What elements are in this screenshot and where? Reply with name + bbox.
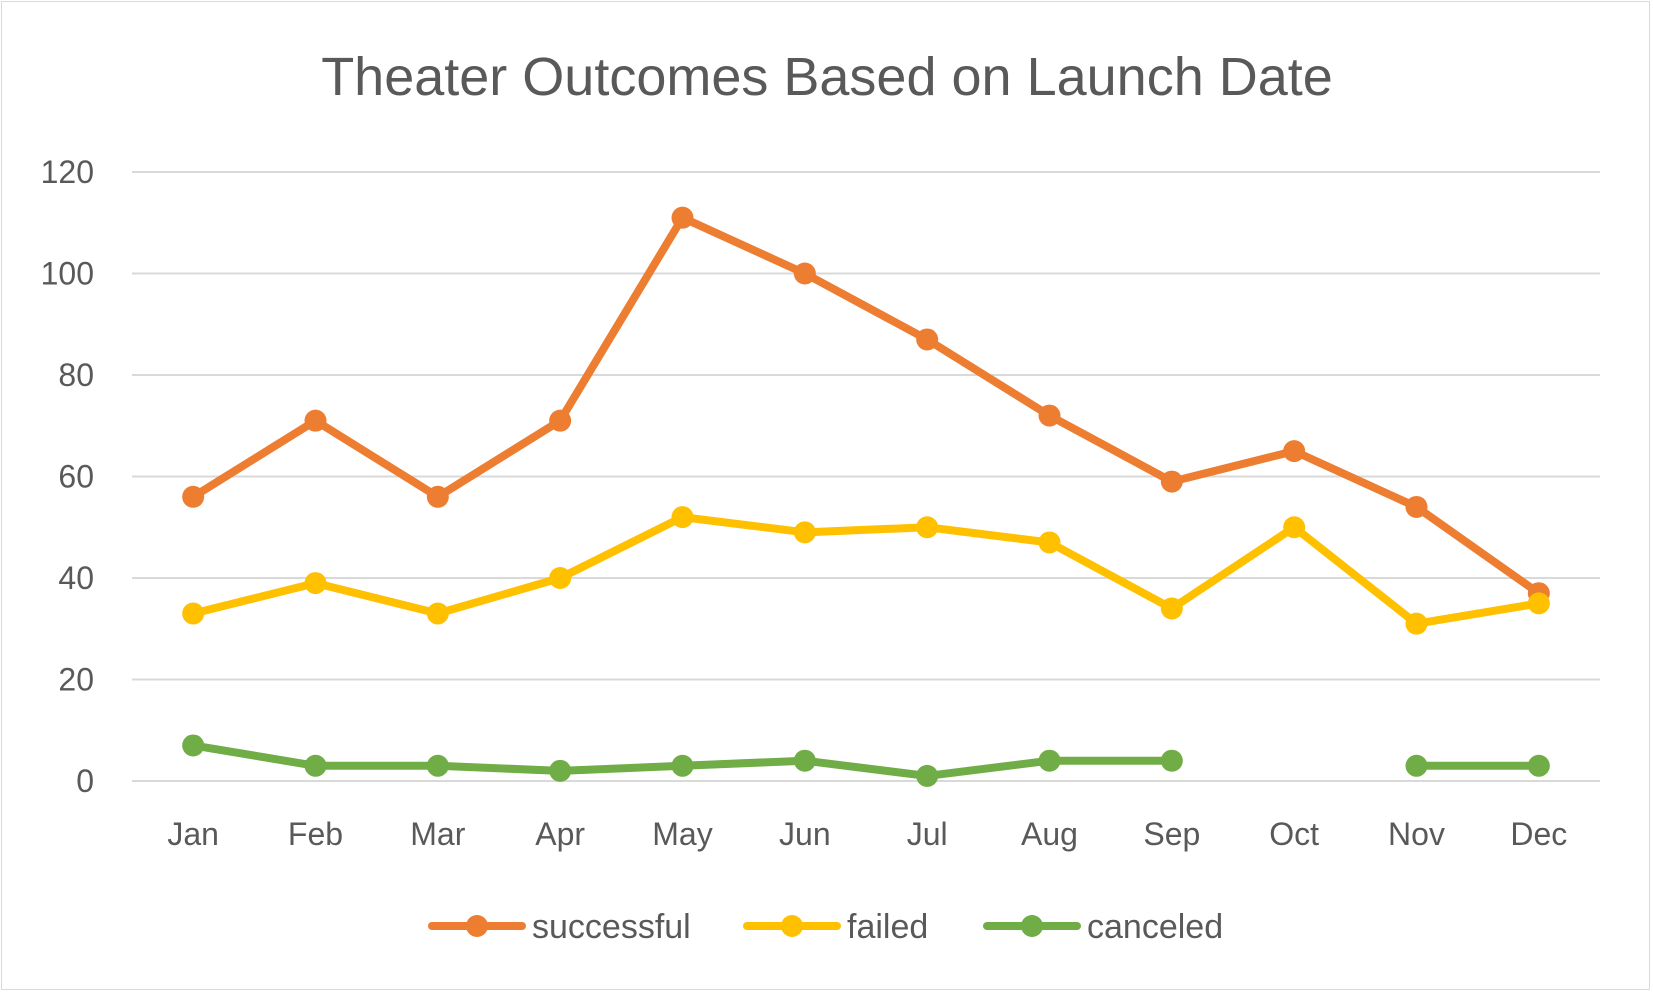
y-tick-label: 100 [41,256,94,292]
x-tick-label: Nov [1388,816,1445,852]
x-tick-label: May [652,816,712,852]
data-point-canceled [671,754,694,777]
chart-title: Theater Outcomes Based on Launch Date [321,47,1333,107]
x-tick-label: Jul [907,816,948,852]
data-point-canceled [1038,749,1061,772]
legend-swatch-marker [781,915,803,937]
series-line-successful [189,213,1543,598]
data-point-canceled [1405,754,1428,777]
data-point-canceled [549,759,572,782]
data-point-successful [426,485,449,508]
data-point-canceled [182,734,205,757]
data-point-successful [549,409,572,432]
series-group [182,206,1550,787]
data-point-successful [1405,495,1428,518]
data-point-failed [426,602,449,625]
legend-item-failed: failed [743,908,928,946]
data-point-failed [1160,597,1183,620]
x-tick-label: Jun [779,816,831,852]
y-axis-ticks: 0 20 40 60 80 100 120 [41,154,94,799]
data-point-failed [1405,612,1428,635]
legend-label: successful [532,908,691,946]
x-tick-label: Mar [410,816,465,852]
data-point-successful [916,328,939,351]
x-tick-label: Oct [1269,816,1319,852]
data-point-canceled [793,749,816,772]
x-tick-label: Feb [288,816,343,852]
x-tick-label: Aug [1021,816,1078,852]
data-point-canceled [1527,754,1550,777]
data-point-failed [304,572,327,595]
legend-label: canceled [1087,908,1223,946]
y-tick-label: 80 [58,357,94,393]
x-tick-label: Apr [535,816,585,852]
legend-item-canceled: canceled [983,908,1223,946]
data-point-failed [1283,516,1306,539]
data-point-successful [304,409,327,432]
data-point-canceled [304,754,327,777]
legend-item-successful: successful [428,908,691,946]
y-tick-label: 120 [41,154,94,190]
data-point-canceled [916,764,939,787]
series-canceled [182,734,1550,787]
series-successful [182,206,1550,605]
x-tick-label: Sep [1143,816,1200,852]
y-tick-label: 40 [58,560,94,596]
data-point-failed [793,521,816,544]
y-tick-label: 0 [76,763,94,799]
x-axis-ticks: Jan Feb Mar Apr May Jun Jul Aug Sep Oct Nov Dec [167,816,1567,852]
data-point-successful [1283,440,1306,463]
data-point-successful [182,485,205,508]
data-point-canceled [426,754,449,777]
data-point-failed [182,602,205,625]
data-point-failed [1527,592,1550,615]
data-point-successful [793,262,816,285]
data-point-failed [549,567,572,589]
data-point-successful [1160,470,1183,493]
data-point-successful [671,206,694,229]
data-point-canceled [1160,749,1183,772]
series-failed [182,506,1550,635]
data-point-failed [1038,531,1061,554]
legend-swatch-marker [1021,915,1043,937]
legend: successful failed canceled [428,908,1223,946]
gridlines [132,171,1600,782]
x-tick-label: Dec [1510,816,1567,852]
data-point-failed [671,506,694,529]
legend-swatch-marker [466,915,488,937]
series-line-failed [189,513,1543,628]
y-tick-label: 60 [58,459,94,495]
y-tick-label: 20 [58,662,94,698]
x-tick-label: Jan [167,816,219,852]
data-point-successful [1038,404,1061,427]
data-point-failed [916,516,939,539]
legend-label: failed [847,908,928,946]
